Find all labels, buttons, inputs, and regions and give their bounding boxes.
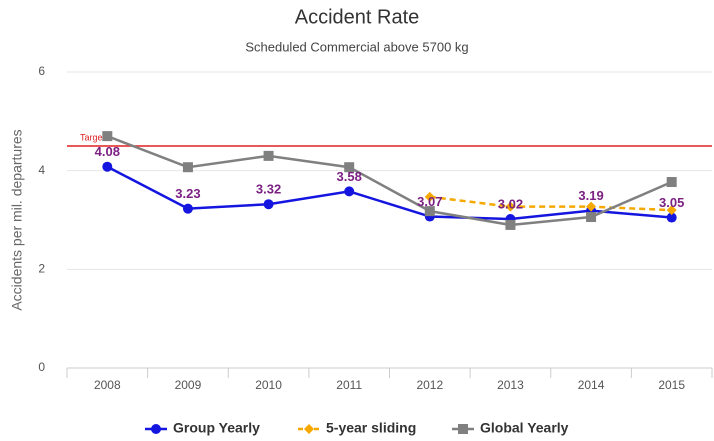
- chart-title: Accident Rate: [295, 6, 420, 28]
- data-point: [102, 161, 113, 172]
- chart-subtitle: Scheduled Commercial above 5700 kg: [245, 39, 468, 54]
- legend-label: Global Yearly: [480, 420, 569, 436]
- x-tick-label: 2015: [658, 378, 685, 392]
- x-tick-label: 2014: [578, 378, 605, 392]
- target-label: Target: [80, 132, 106, 142]
- data-label: 3.23: [175, 186, 200, 201]
- y-axis-label: Accidents per mil. departures: [9, 129, 25, 310]
- data-point: [505, 201, 516, 212]
- data-label: 4.08: [95, 144, 120, 159]
- legend-label: 5-year sliding: [326, 420, 416, 436]
- data-point: [424, 191, 435, 202]
- data-point: [344, 186, 355, 197]
- x-tick-label: 2010: [255, 378, 282, 392]
- data-point: [586, 201, 597, 212]
- data-point: [263, 199, 274, 210]
- data-point: [666, 212, 677, 223]
- series-line: [106, 134, 673, 227]
- data-point: [102, 131, 113, 142]
- x-tick-label: 2013: [497, 378, 524, 392]
- data-label: 3.05: [659, 195, 684, 210]
- data-label: 3.32: [256, 182, 281, 197]
- data-point: [182, 203, 193, 214]
- series-line: [106, 165, 672, 221]
- y-tick-label: 2: [38, 262, 45, 276]
- legend-marker: [458, 424, 468, 434]
- data-point: [666, 177, 677, 188]
- y-tick-label: 4: [38, 163, 45, 177]
- series-line: [429, 195, 672, 212]
- x-tick-label: 2008: [94, 378, 121, 392]
- y-tick-label: 6: [38, 64, 45, 78]
- x-tick-label: 2012: [416, 378, 443, 392]
- data-point: [505, 219, 516, 230]
- data-label: 3.19: [578, 188, 603, 203]
- data-point: [344, 162, 355, 173]
- x-tick-label: 2011: [336, 378, 362, 392]
- data-point: [666, 205, 677, 216]
- data-label: 3.02: [498, 196, 523, 211]
- y-tick-label: 0: [38, 360, 45, 374]
- legend-label: Group Yearly: [173, 420, 260, 436]
- x-tick-label: 2009: [175, 378, 202, 392]
- data-point: [182, 162, 193, 173]
- legend-marker: [151, 424, 161, 434]
- legend-marker: [304, 424, 314, 434]
- data-label: 3.58: [337, 169, 362, 184]
- data-point: [586, 212, 597, 223]
- data-label: 3.07: [417, 194, 442, 209]
- data-point: [424, 206, 435, 217]
- data-point: [263, 150, 274, 161]
